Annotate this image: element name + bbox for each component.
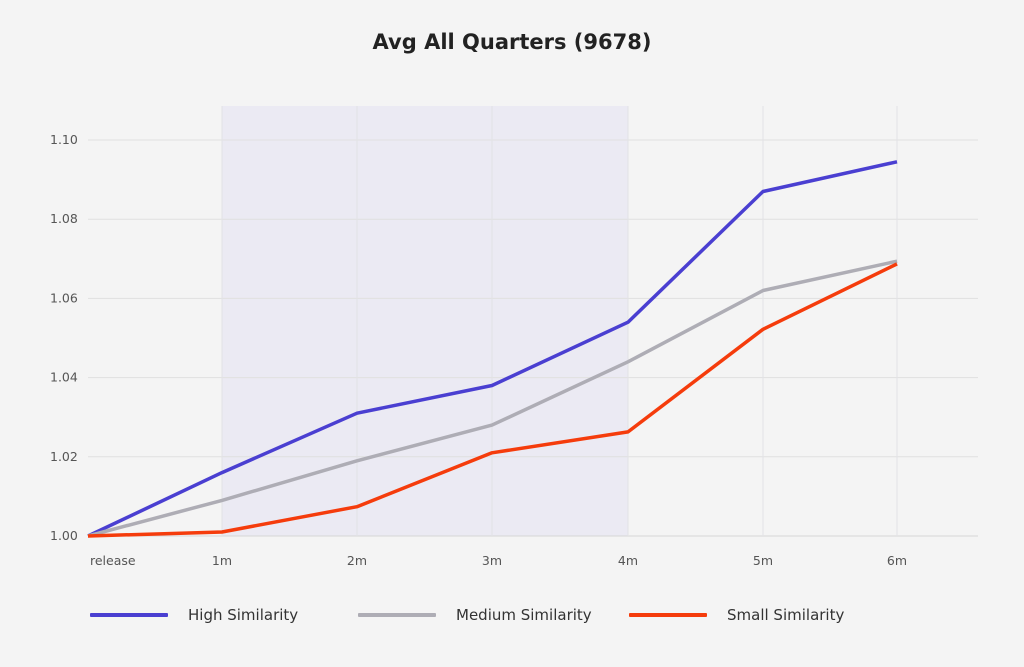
chart-title: Avg All Quarters (9678): [372, 30, 652, 54]
y-tick-label: 1.08: [50, 211, 78, 226]
legend-item-medium: Medium Similarity: [358, 606, 592, 624]
legend-label-medium: Medium Similarity: [456, 606, 592, 624]
legend-label-high: High Similarity: [188, 606, 299, 624]
shaded-region: [222, 106, 628, 536]
y-tick-label: 1.06: [50, 290, 78, 305]
x-tick-label: 5m: [753, 553, 773, 568]
series-line-medium-similarity: [87, 259, 898, 538]
x-tick-label: 2m: [347, 553, 367, 568]
y-tick-label: 1.10: [50, 132, 78, 147]
series-line-small-similarity: [87, 262, 898, 538]
y-tick-label: 1.00: [50, 528, 78, 543]
legend-swatch-high: [90, 613, 168, 617]
series-line-high-similarity: [87, 160, 898, 538]
legend-label-small: Small Similarity: [727, 606, 845, 624]
x-tick-label: 1m: [212, 553, 232, 568]
legend-item-high: High Similarity: [90, 606, 298, 624]
line-chart: 1.00 1.02 1.04 1.06 1.08 1.10 release 1m 2m 3m 4m 5…: [50, 106, 978, 568]
x-tick-label: release: [90, 553, 136, 568]
legend-swatch-small: [629, 613, 707, 617]
y-tick-label: 1.02: [50, 449, 78, 464]
legend-item-small: Small Similarity: [629, 606, 844, 624]
legend-swatch-medium: [358, 613, 436, 617]
x-tick-label: 6m: [887, 553, 907, 568]
legend: High Similarity Medium Similarity Small …: [0, 606, 1024, 630]
x-tick-label: 4m: [618, 553, 638, 568]
y-tick-label: 1.04: [50, 370, 78, 385]
x-tick-label: 3m: [482, 553, 502, 568]
